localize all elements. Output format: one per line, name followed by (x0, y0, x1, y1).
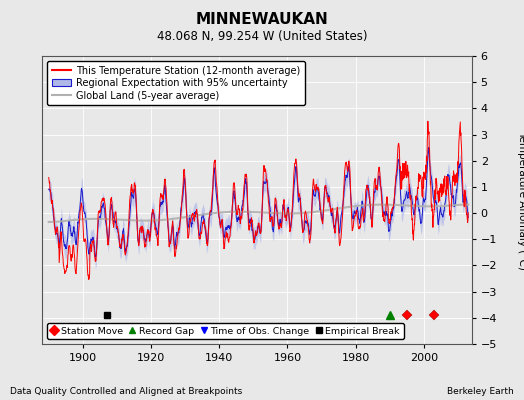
Text: Berkeley Earth: Berkeley Earth (447, 387, 514, 396)
Text: Data Quality Controlled and Aligned at Breakpoints: Data Quality Controlled and Aligned at B… (10, 387, 243, 396)
Text: 48.068 N, 99.254 W (United States): 48.068 N, 99.254 W (United States) (157, 30, 367, 43)
Y-axis label: Temperature Anomaly (°C): Temperature Anomaly (°C) (517, 130, 524, 270)
Text: MINNEWAUKAN: MINNEWAUKAN (195, 12, 329, 27)
Legend: Station Move, Record Gap, Time of Obs. Change, Empirical Break: Station Move, Record Gap, Time of Obs. C… (47, 323, 403, 339)
